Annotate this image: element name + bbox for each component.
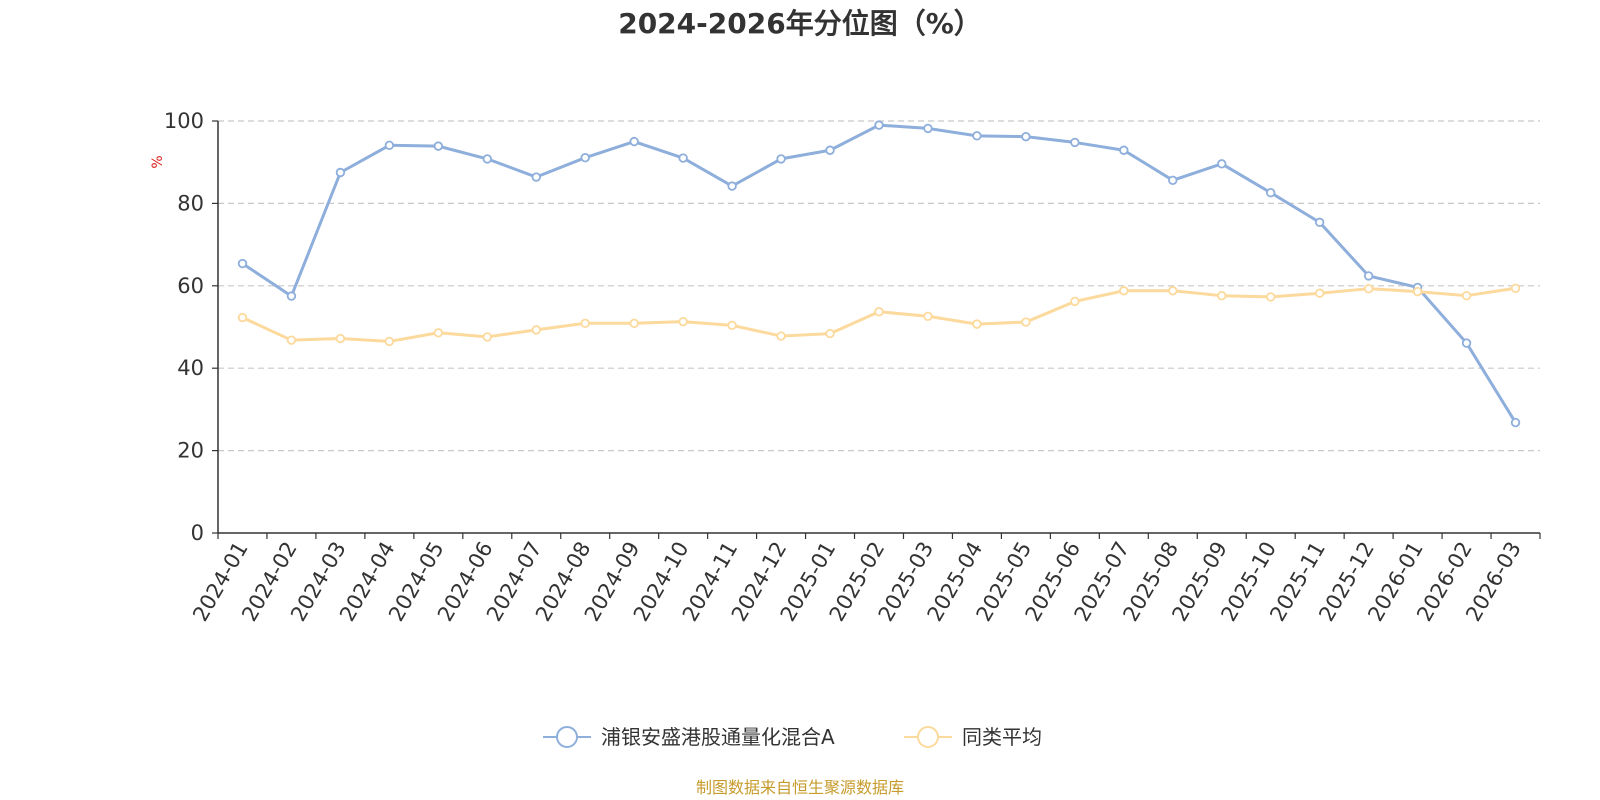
data-point[interactable] <box>1266 292 1276 302</box>
series-0 <box>237 120 1521 428</box>
data-point[interactable] <box>1168 175 1178 186</box>
data-point[interactable] <box>1168 286 1178 296</box>
y-tick-label: 80 <box>177 191 204 215</box>
data-point[interactable] <box>335 333 346 344</box>
legend-item-1[interactable]: 同类平均 <box>904 725 1042 749</box>
legend-marker-icon <box>917 726 939 748</box>
data-point[interactable] <box>727 181 737 191</box>
data-point[interactable] <box>776 331 786 341</box>
data-point[interactable] <box>1314 217 1325 228</box>
data-point[interactable] <box>237 312 248 323</box>
data-point[interactable] <box>482 154 492 164</box>
data-point[interactable] <box>531 172 541 182</box>
legend-label: 同类平均 <box>962 725 1042 749</box>
data-point[interactable] <box>727 320 737 331</box>
data-point[interactable] <box>629 318 639 328</box>
data-point[interactable] <box>1021 317 1031 327</box>
data-point[interactable] <box>1070 296 1080 307</box>
data-point[interactable] <box>1461 290 1472 301</box>
data-point[interactable] <box>1021 131 1031 142</box>
y-tick-label: 100 <box>164 109 204 133</box>
y-axis-label: % <box>150 155 166 168</box>
data-point[interactable] <box>1363 283 1374 294</box>
data-point[interactable] <box>1510 283 1521 293</box>
y-tick-label: 60 <box>177 274 204 298</box>
data-point[interactable] <box>923 311 933 321</box>
legend-label: 浦银安盛港股通量化混合A <box>601 725 835 749</box>
data-point[interactable] <box>678 153 688 163</box>
data-point[interactable] <box>286 335 297 345</box>
data-point[interactable] <box>384 336 395 347</box>
data-point[interactable] <box>825 145 835 155</box>
data-point[interactable] <box>580 152 590 163</box>
data-point[interactable] <box>286 291 297 301</box>
legend-marker-icon <box>556 726 578 748</box>
y-tick-label: 0 <box>191 521 204 545</box>
source-note: 制图数据来自恒生聚源数据库 <box>696 778 904 797</box>
data-point[interactable] <box>874 307 884 317</box>
data-point[interactable] <box>776 154 786 164</box>
data-point[interactable] <box>874 120 884 130</box>
y-tick-label: 20 <box>177 439 204 463</box>
data-point[interactable] <box>1314 288 1325 298</box>
legend-item-0[interactable]: 浦银安盛港股通量化混合A <box>543 725 835 749</box>
series-1 <box>237 283 1521 347</box>
plot-area <box>237 120 1521 428</box>
y-tick-label: 40 <box>177 356 204 380</box>
x-axis-ticks: 2024-012024-022024-032024-042024-052024-… <box>188 533 1541 625</box>
data-point[interactable] <box>825 328 835 339</box>
data-point[interactable] <box>678 316 688 327</box>
legend[interactable]: 浦银安盛港股通量化混合A 同类平均 <box>543 725 1042 749</box>
data-point[interactable] <box>923 123 933 134</box>
chart-title: 2024-2026年分位图（%） <box>618 7 982 40</box>
data-point[interactable] <box>972 131 982 141</box>
series-line <box>241 123 1517 424</box>
data-point[interactable] <box>1217 159 1227 169</box>
axes <box>217 121 1540 534</box>
data-point[interactable] <box>1070 137 1080 148</box>
data-point[interactable] <box>433 328 444 338</box>
y-axis-ticks: 0 20 40 60 80 100 <box>164 109 218 545</box>
grid-lines <box>218 120 1540 452</box>
data-point[interactable] <box>1510 417 1521 428</box>
data-point[interactable] <box>629 136 639 147</box>
data-point[interactable] <box>384 140 395 151</box>
data-point[interactable] <box>1412 286 1423 297</box>
data-point[interactable] <box>237 258 248 269</box>
data-point[interactable] <box>1363 271 1374 281</box>
data-point[interactable] <box>1266 187 1276 198</box>
data-point[interactable] <box>972 319 982 329</box>
data-point[interactable] <box>1217 290 1227 301</box>
data-point[interactable] <box>335 167 346 178</box>
data-point[interactable] <box>531 325 541 335</box>
data-point[interactable] <box>1461 338 1472 348</box>
data-point[interactable] <box>482 332 492 342</box>
data-point[interactable] <box>1119 286 1129 296</box>
data-point[interactable] <box>1119 145 1129 155</box>
data-point[interactable] <box>580 318 590 328</box>
data-point[interactable] <box>433 141 444 151</box>
